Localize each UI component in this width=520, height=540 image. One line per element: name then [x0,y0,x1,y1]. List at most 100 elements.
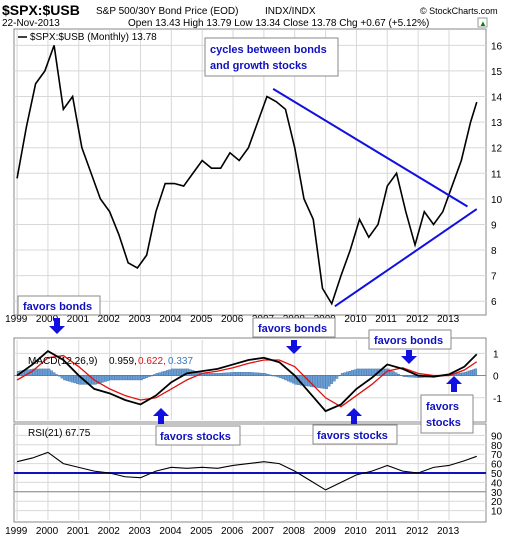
rsi-y-tick-label: 30 [491,488,503,499]
price-panel [13,28,487,316]
price-legend: $SPX:$USB (Monthly) 13.78 [30,32,157,43]
macd-histogram-bar [328,375,331,387]
rsi-y-tick-label: 40 [491,478,503,489]
macd-histogram-bar [271,375,274,377]
macd-histogram-bar [163,370,166,376]
macd-histogram-bar [153,374,156,376]
macd-histogram-bar [42,368,46,376]
chart-date: 22-Nov-2013 [2,18,60,29]
macd-histogram-bar [310,375,313,387]
macd-histogram-bar [34,368,38,376]
rsi-x-tick-label: 2002 [98,526,121,537]
macd-histogram-bar [101,375,105,383]
macd-histogram-bar [135,375,138,381]
price-y-tick-label: 8 [491,246,497,257]
macd-histogram-bar [459,372,462,376]
price-x-tick-label: 2002 [98,314,121,325]
chart-ohlc: Open 13.43 High 13.79 Low 13.34 Close 13… [128,18,429,29]
macd-histogram-bar [353,369,357,376]
macd-histogram-bar [214,373,218,376]
macd-histogram-bar [47,368,51,376]
price-x-tick-label: 2003 [128,314,151,325]
rsi-y-tick-label: 80 [491,441,503,452]
macd-histogram-bar [253,372,256,376]
macd-histogram-bar [109,375,112,381]
chart-description: S&P 500/30Y Bond Price (EOD) [96,6,239,17]
macd-histogram-bar [410,375,413,378]
price-y-tick-label: 9 [491,220,497,231]
macd-histogram-bar [127,375,130,381]
macd-histogram-bar [232,372,236,376]
macd-histogram-bar [50,370,53,376]
macd-histogram-bar [243,372,246,376]
macd-histogram-bar [184,368,187,376]
macd-histogram-bar [45,368,48,376]
price-y-tick-label: 11 [491,169,502,180]
macd-histogram-bar [238,372,241,376]
price-x-tick-label: 1999 [5,314,28,325]
macd-histogram-bar [261,372,264,376]
macd-histogram-bar [230,372,233,376]
trendline-2 [334,208,478,308]
price-y-tick-label: 15 [491,67,503,78]
macd-histogram-bar [276,375,280,378]
price-x-tick-label: 2010 [344,314,367,325]
trendline-1 [272,87,469,208]
macd-y-tick-label: 1 [493,349,499,360]
macd-histogram-bar [351,370,354,376]
annotation-favors-stocks-3: favors stocks [420,394,474,434]
macd-histogram-bar [412,375,416,378]
rsi-x-tick-label: 2007 [252,526,275,537]
price-x-tick-label: 2012 [406,314,429,325]
macd-histogram-bar [348,370,352,376]
macd-hist-value: 0.337 [168,356,193,367]
tick-layer: 1999199920002000200120012002200220032003… [5,41,502,537]
macd-histogram-bar [104,375,107,382]
macd-histogram-bar [466,371,469,376]
macd-histogram-bar [470,369,473,376]
chart-symbol: $SPX:$USB [2,2,80,18]
series-layer [14,45,486,493]
macd-histogram-bar [394,372,398,376]
rsi-x-tick-label: 2005 [190,526,213,537]
macd-histogram-bar [256,372,259,376]
rsi-x-tick-label: 2011 [375,526,397,537]
macd-histogram-bar [248,372,251,376]
macd-line [16,350,478,413]
macd-histogram-bar [58,375,61,377]
svg-text:favors stocks: favors stocks [160,431,231,443]
svg-text:and growth stocks: and growth stocks [210,60,307,72]
rsi-legend: RSI(21) 67.75 [28,428,91,439]
price-y-tick-label: 7 [491,272,497,283]
macd-histogram-bar [284,375,287,381]
svg-text:favors: favors [426,401,459,413]
macd-histogram-bar [122,375,125,381]
macd-histogram-bar [343,372,346,376]
macd-histogram-bar [209,373,213,376]
macd-histogram-bar [148,375,151,377]
svg-text:stocks: stocks [426,417,461,429]
rsi-y-tick-label: 20 [491,497,503,508]
rsi-y-tick-label: 70 [491,450,503,461]
macd-histogram-bar [320,375,323,389]
chart-credit: © StockCharts.com [420,6,498,16]
price-y-tick-label: 6 [491,297,497,308]
macd-histogram-bar [86,375,89,385]
macd-histogram-bar [289,375,292,383]
macd-histogram-bar [468,370,471,376]
macd-histogram-bar [387,368,390,376]
macd-histogram-bar [263,373,267,376]
macd-signal-line [16,354,478,408]
macd-histogram-bar [312,375,316,388]
macd-histogram-bar [456,373,460,376]
macd-histogram-bar [405,375,408,378]
macd-histogram-bar [145,375,148,378]
price-series-line [16,45,478,306]
macd-histogram-bar [68,375,71,382]
macd-histogram-bar [235,372,238,376]
price-x-tick-label: 2004 [159,314,182,325]
macd-histogram-bar [363,368,367,376]
rsi-x-tick-label: 1999 [5,526,28,537]
macd-histogram-bar [325,375,328,390]
